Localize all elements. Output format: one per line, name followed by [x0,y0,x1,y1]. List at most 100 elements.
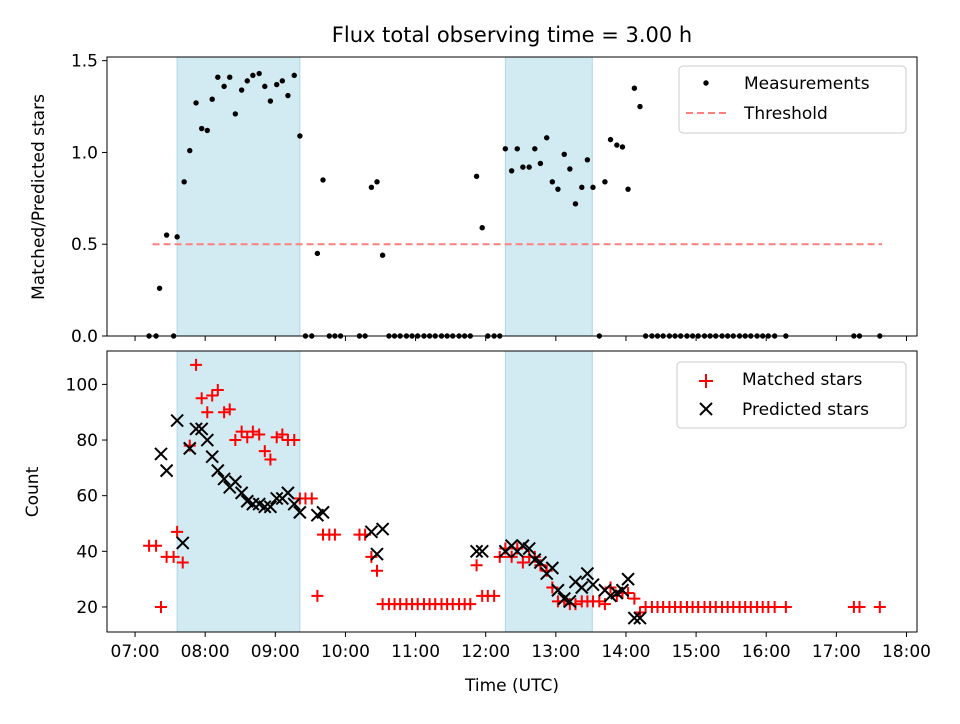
matched-star-point [155,600,167,613]
matched-star-point [229,434,242,447]
matched-star-point [464,598,477,611]
matched-star-point [176,556,189,569]
measurement-point [267,98,274,104]
bottom-axes-frame [106,350,918,633]
y-tick-label: 0.0 [71,327,98,347]
predicted-star-point [621,572,635,586]
x-tick-label: 13:00 [531,642,580,662]
predicted-star-point [154,447,168,461]
predicted-star-point [551,583,565,597]
predicted-star-point [364,525,379,539]
predicted-star-point [200,433,214,447]
measurement-point [374,179,380,185]
predicted-star-point [522,541,536,556]
top-chart-title: Flux total observing time = 3.00 h [332,23,692,47]
legend-measurements-label: Measurements [744,74,870,94]
x-tick-label: 12:00 [461,642,510,662]
matched-star-point [246,425,259,438]
y-tick-label: 1.0 [71,143,98,163]
predicted-star-point [211,463,225,478]
matched-star-point [628,592,641,605]
top-y-ticks: 0.0 0.5 1.0 1.5 [71,52,107,347]
matched-star-point [206,389,219,402]
predicted-star-point [533,555,548,570]
predicted-star-point [176,536,190,550]
y-tick-label: 0.5 [71,235,98,255]
matched-stars-points [143,358,886,619]
predicted-stars-points [154,413,647,625]
bottom-x-ticks: 07:00 08:00 09:00 10:00 11:00 12:00 13:00 14:00… [111,632,931,662]
measurement-point [520,164,526,170]
top-panel: 0.0 0.5 1.0 1.5 Flux total observing time =… [29,23,918,347]
measurement-point [274,81,280,88]
predicted-star-point [270,491,284,506]
bottom-legend-box [676,361,907,429]
matched-star-point [258,445,271,458]
matched-star-point [516,556,529,569]
matched-star-point [235,425,248,438]
measurement-point [156,285,163,291]
measurement-point [250,72,256,79]
measurement-point [579,184,585,191]
bottom-legend: Matched stars Predicted stars [676,361,907,429]
measurement-point [502,146,509,152]
predicted-star-point [281,486,295,500]
matched-star-point [311,589,324,602]
measurement-point [163,232,170,238]
measurement-point [244,78,250,84]
measurement-point [297,133,303,139]
x-tick-label: 07:00 [111,642,160,662]
measurement-point [537,160,544,167]
legend-threshold-label: Threshold [743,104,828,124]
predicted-star-point [375,522,390,536]
x-tick-label: 14:00 [601,642,650,662]
predicted-star-point [189,422,203,436]
predicted-star-point [370,547,384,561]
shaded-interval [176,350,301,633]
matched-star-point [211,383,224,396]
matched-star-point [371,564,383,577]
measurement-point [544,135,550,141]
predicted-star-point [580,566,595,581]
matched-star-point [873,600,886,613]
measurement-point [619,144,626,150]
measurement-point [514,146,520,152]
measurement-point [232,111,239,117]
measurement-point [602,179,608,185]
measurement-point [479,225,485,231]
measurement-point [549,179,556,185]
legend-matched-label: Matched stars [742,370,862,390]
bottom-y-ticks: 20 40 60 80 100 [66,375,107,618]
predicted-star-point [234,486,249,500]
y-tick-label: 100 [66,375,98,395]
x-tick-label: 08:00 [181,642,230,662]
predicted-star-point [217,472,231,486]
measurement-point [198,125,205,132]
legend-measurement-marker [703,80,709,86]
measurement-point [279,78,286,84]
predicted-star-point [183,441,197,456]
top-axes-frame [106,56,918,337]
measurement-point [526,164,532,170]
measurement-point [193,100,199,106]
measurement-point [607,136,614,143]
x-tick-label: 11:00 [391,642,440,662]
measurement-point [614,142,620,148]
measurement-point [181,179,187,185]
x-tick-label: 15:00 [672,642,721,662]
matched-star-point [853,600,866,613]
predicted-star-point [615,583,630,597]
predicted-star-point [469,544,484,559]
bottom-panel: 07:00 08:00 09:00 10:00 11:00 12:00 13:00 14:00… [23,350,931,696]
measurement-point [637,103,643,110]
predicted-star-point [316,505,330,520]
predicted-star-point [545,561,560,575]
measurement-point [204,127,210,134]
matched-star-point [276,428,289,441]
measurement-point [567,166,573,172]
measurement-point [572,201,579,207]
matched-star-point [253,428,266,441]
predicted-star-point [258,500,272,514]
matched-star-point [288,434,301,447]
matched-star-point [305,492,318,505]
